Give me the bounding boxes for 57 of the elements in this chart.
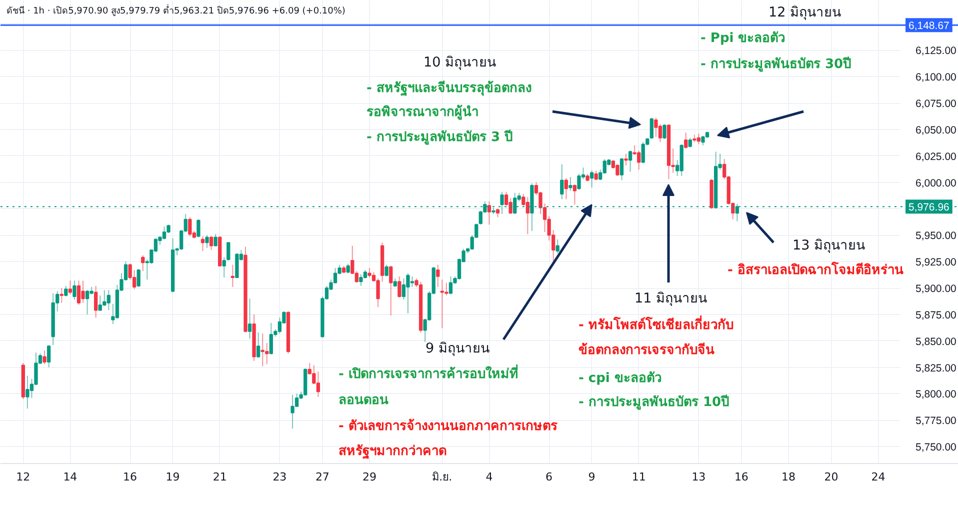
x-tick-label: 18 bbox=[781, 470, 796, 484]
x-tick-label: 16 bbox=[123, 470, 138, 484]
x-tick-label: 9 bbox=[588, 470, 596, 484]
ref-line-label: 5,976.96 bbox=[908, 202, 950, 214]
x-tick-label: 12 bbox=[16, 470, 30, 484]
x-tick-label: 21 bbox=[212, 470, 227, 484]
y-tick-label: 5,775.00 bbox=[916, 415, 957, 428]
x-tick-label: 4 bbox=[486, 470, 493, 484]
y-tick-label: 5,750.00 bbox=[916, 442, 957, 454]
x-tick-label: 16 bbox=[734, 470, 748, 484]
y-tick-label: 6,100.00 bbox=[916, 72, 957, 84]
y-tick-label: 6,075.00 bbox=[916, 98, 957, 110]
x-tick-label: 20 bbox=[824, 470, 838, 484]
x-tick-label: 11 bbox=[632, 470, 646, 484]
annotation: - cpi ขะลอตัว bbox=[578, 371, 662, 386]
x-tick-label: 29 bbox=[362, 470, 376, 484]
annotation: รอพิจารณาจากผู้นำ bbox=[366, 104, 478, 120]
annotation: ข้อตกลงการเจรจากับจีน bbox=[578, 342, 714, 358]
y-tick-label: 5,800.00 bbox=[916, 388, 957, 401]
x-tick-label: 27 bbox=[315, 470, 330, 484]
x-tick-label: 13 bbox=[692, 470, 706, 484]
y-tick-label: 5,900.00 bbox=[916, 283, 957, 296]
y-tick-label: 5,825.00 bbox=[916, 362, 957, 374]
ref-line-label: 6,148.67 bbox=[908, 20, 950, 32]
annotation: ลอนดอน bbox=[338, 393, 388, 408]
annotation: 10 มิถุนายน bbox=[424, 54, 496, 70]
x-tick-label: 23 bbox=[272, 470, 287, 484]
y-tick-label: 6,025.00 bbox=[916, 150, 957, 163]
y-tick-label: 5,850.00 bbox=[916, 336, 957, 348]
annotation: - สหรัฐฯและจีนบรรลุข้อตกลง bbox=[366, 80, 532, 97]
text: ดัชนี · 1h · เปิด5,970.90 สูง5,979.79 ต่ำ5,963.21 ปิด5,976.96 +6.09 (+0.10%) bbox=[6, 4, 346, 16]
annotation: - Ppi ขะลอตัว bbox=[700, 31, 786, 46]
candlestick bbox=[226, 242, 230, 262]
annotation: - อิสราเอลเปิดฉากโจมตีอิหร่าน bbox=[728, 261, 904, 278]
annotation: - เปิดการเจรจาการค้ารอบใหม่ที่ bbox=[338, 364, 518, 382]
x-tick-label: 19 bbox=[166, 470, 180, 484]
annotation: 9 มิถุนายน bbox=[426, 340, 490, 356]
annotation: - ทรัมโพสต์โซเชียลเกี่ยวกับ bbox=[578, 315, 734, 333]
annotation: - ตัวเลขการจ้างงานนอกภาคการเกษตร bbox=[338, 418, 558, 434]
x-tick-label: 14 bbox=[63, 470, 78, 484]
annotation: - การประมูลพันธบัตร 30ปี bbox=[700, 56, 852, 72]
x-tick-label: 6 bbox=[546, 470, 553, 484]
annotation: - การประมูลพันธบัตร 3 ปี bbox=[366, 129, 513, 145]
x-tick-label: 24 bbox=[871, 470, 886, 484]
annotation: สหรัฐฯมากกว่าคาด bbox=[338, 444, 446, 460]
annotation: - การประมูลพันธบัตร 10ปี bbox=[578, 394, 730, 410]
annotation: 13 มิถุนายน bbox=[792, 238, 865, 254]
y-tick-label: 5,950.00 bbox=[916, 230, 957, 242]
x-tick-label: มิ.ย. bbox=[432, 470, 452, 484]
annotation: 11 มิถุนายน bbox=[634, 290, 707, 306]
y-tick-label: 5,925.00 bbox=[916, 256, 957, 269]
y-tick-label: 6,000.00 bbox=[916, 177, 957, 190]
candlestick bbox=[235, 252, 239, 278]
y-tick-label: 5,875.00 bbox=[916, 309, 957, 322]
y-tick-label: 6,125.00 bbox=[916, 45, 957, 58]
y-tick-label: 6,050.00 bbox=[916, 124, 957, 136]
annotation: 12 มิถุนายน bbox=[768, 4, 841, 20]
